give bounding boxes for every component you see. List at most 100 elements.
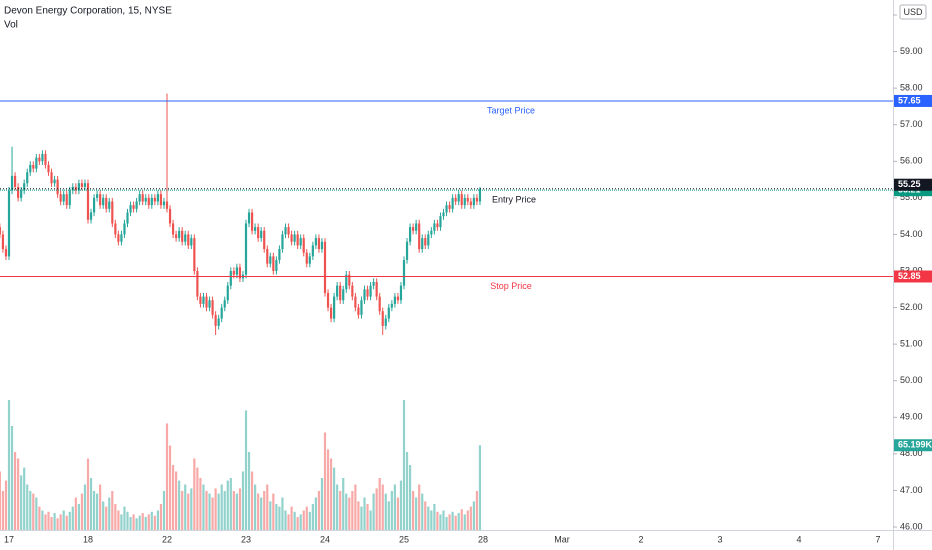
y-tick-label: 55.00 <box>900 192 923 202</box>
volume-bar <box>354 484 357 530</box>
volume-bar <box>38 506 41 530</box>
volume-bar <box>478 445 482 530</box>
volume-bar <box>244 410 248 530</box>
volume-bar <box>396 497 400 530</box>
candle-body <box>363 289 366 301</box>
volume-bar <box>427 506 430 530</box>
candle-body <box>323 241 327 293</box>
candle-body <box>117 234 120 242</box>
candle-body <box>150 197 153 206</box>
candle-body <box>457 194 460 202</box>
volume-bar <box>451 511 454 530</box>
candle-body <box>38 157 41 162</box>
volume-bar <box>418 484 421 530</box>
volume-bar <box>436 511 439 530</box>
volume-bar <box>126 511 129 530</box>
candle-body <box>123 223 126 235</box>
candle-body <box>235 267 238 275</box>
volume-bar <box>235 493 238 530</box>
candle-body <box>360 300 363 315</box>
candle-body <box>13 175 17 187</box>
candle-body <box>59 194 62 202</box>
volume-bar <box>329 458 333 530</box>
candle-body <box>89 212 93 220</box>
volume-bar <box>369 510 372 530</box>
candle-body <box>469 201 472 206</box>
candle-body <box>7 190 11 257</box>
last-price-tag-label: 55.25 <box>898 179 921 189</box>
candle-body <box>305 252 308 264</box>
volume-bar <box>208 493 211 530</box>
candle-body <box>0 227 1 235</box>
candle-body <box>378 296 381 312</box>
candle-body <box>433 223 436 231</box>
candle-body <box>208 300 211 308</box>
candle-body <box>205 296 208 308</box>
level-name: Target Price <box>487 105 535 115</box>
candle-body <box>171 223 175 235</box>
level-tag <box>894 94 932 107</box>
candle-body <box>299 238 302 246</box>
candle-body <box>159 194 163 206</box>
currency-box[interactable] <box>899 4 927 20</box>
volume-bar <box>415 497 418 530</box>
volume-bar <box>421 493 424 530</box>
volume-bar <box>26 484 29 530</box>
volume-bar <box>199 478 202 530</box>
candle-body <box>354 296 357 308</box>
volume-bar <box>68 511 71 530</box>
volume-title: Vol <box>4 20 18 31</box>
candle-body <box>269 256 272 264</box>
candle-body <box>135 201 138 209</box>
volume-bar <box>193 458 196 530</box>
volume-bar <box>402 400 406 530</box>
candle-body <box>345 274 348 290</box>
volume-bar <box>320 478 324 530</box>
candle-body <box>366 289 369 297</box>
volume-bar <box>454 515 457 530</box>
level-tag-label: 57.65 <box>898 95 921 105</box>
candle-body <box>311 245 314 257</box>
candle-body <box>111 201 114 224</box>
volume-bar <box>412 491 415 530</box>
volume-bar <box>44 514 47 530</box>
candle-body <box>275 260 278 271</box>
y-tick-label: 58.00 <box>900 83 923 93</box>
volume-bar <box>65 515 68 530</box>
x-tick-label: 22 <box>162 534 172 544</box>
candle-body <box>68 190 71 206</box>
candle-body <box>26 172 29 184</box>
candle-body <box>147 197 150 206</box>
candle-body <box>451 197 454 209</box>
volume-bar <box>23 467 26 530</box>
volume-bar <box>132 514 135 530</box>
candle-body <box>369 285 372 297</box>
y-tick-label: 47.00 <box>900 485 923 495</box>
symbol-title: Devon Energy Corporation, 15, NYSE <box>4 6 172 17</box>
volume-bar <box>384 493 387 530</box>
volume-bar <box>463 514 466 530</box>
candle-body <box>144 197 147 202</box>
x-tick-label: 25 <box>399 534 409 544</box>
volume-bar <box>123 506 126 530</box>
volume-bar <box>168 445 172 530</box>
candle-body <box>320 241 324 250</box>
volume-bar <box>302 510 305 530</box>
candle-body <box>138 194 141 202</box>
volume-bar <box>71 506 74 530</box>
volume-bar <box>281 497 284 530</box>
candle-body <box>20 190 23 198</box>
candle-body <box>53 179 56 184</box>
candle-body <box>478 188 482 202</box>
volume-bar <box>305 506 308 530</box>
candle-body <box>83 183 87 187</box>
candle-body <box>284 227 287 235</box>
candle-body <box>424 238 427 246</box>
volume-bar <box>80 493 84 530</box>
candle-body <box>184 234 187 242</box>
y-tick-label: 51.00 <box>900 339 923 349</box>
candle-body <box>375 281 378 297</box>
level-name: Stop Price <box>490 281 532 291</box>
